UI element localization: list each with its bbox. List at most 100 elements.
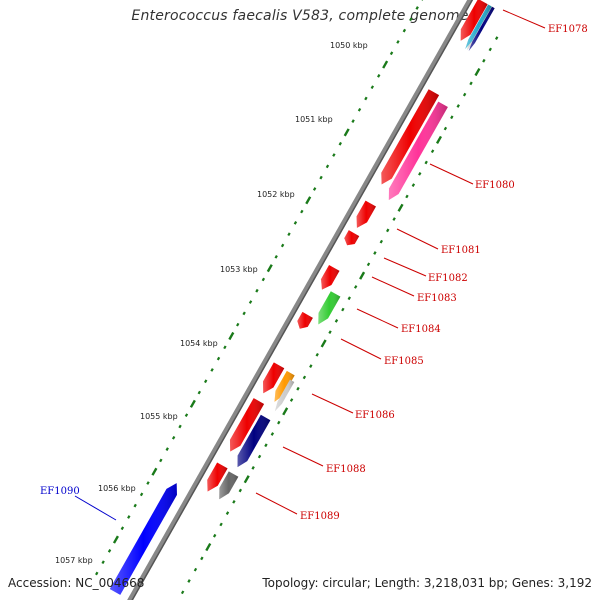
tick-mark [415, 6, 419, 10]
gene-arrow-ef1090-shading [109, 483, 177, 595]
tick-mark [287, 232, 291, 237]
tick-layer [95, 0, 499, 595]
tick-mark [320, 339, 327, 348]
leader-line [311, 393, 354, 414]
gene-label-ef1084[interactable]: EF1084 [401, 324, 441, 335]
gene-arrow-ef1080-b-shading [388, 101, 448, 200]
tick-mark [219, 522, 223, 527]
gene-label-ef1090[interactable]: EF1090 [40, 486, 80, 497]
tick-mark [197, 390, 201, 395]
gene-arrow-ef1088-shading [229, 398, 265, 452]
tick-mark [225, 511, 230, 515]
tick-mark [266, 264, 273, 273]
tick-mark [474, 67, 481, 77]
gene-label-ef1082[interactable]: EF1082 [428, 273, 468, 284]
tick-mark [488, 47, 492, 52]
backbone-shadow [131, 0, 474, 600]
leader-line [356, 308, 399, 329]
gene-arrow-ef1084-shading [318, 291, 341, 325]
tick-mark [165, 447, 169, 451]
backbone-layer [127, 0, 474, 600]
tick-mark [351, 119, 355, 123]
tick-mark [386, 228, 390, 233]
gene-arrow-ef1086-c-shading [274, 379, 295, 412]
tick-mark [332, 153, 336, 157]
tick-mark [396, 40, 400, 44]
tick-mark [366, 262, 371, 267]
tick-mark [151, 467, 158, 476]
tick-mark [397, 203, 404, 212]
tick-mark [353, 285, 358, 289]
tick-mark [462, 92, 467, 97]
tick-mark [315, 352, 319, 357]
tick-mark [261, 277, 266, 282]
tick-mark [251, 466, 255, 470]
gene-label-ef1085[interactable]: EF1085 [384, 356, 424, 367]
tick-mark [184, 413, 189, 418]
tick-mark [357, 107, 362, 112]
scale-label: 1054 kbp [180, 339, 218, 348]
gene-label-ef1086[interactable]: EF1086 [355, 410, 395, 421]
tick-mark [328, 330, 332, 335]
tick-mark [187, 579, 191, 583]
leader-line [383, 257, 427, 277]
tick-mark [139, 492, 144, 497]
accession-text: Accession: NC_004668 [8, 576, 145, 590]
tick-mark [127, 515, 131, 519]
scale-label: 1055 kbp [140, 412, 178, 421]
tick-mark [409, 17, 413, 22]
gene-label-ef1078[interactable]: EF1078 [548, 24, 588, 35]
gene-label-ef1080[interactable]: EF1080 [475, 180, 515, 191]
gene-arrow-ef1082-shading [344, 230, 360, 246]
leader-line [371, 276, 415, 297]
gene-arrow-ef1083-shading [321, 264, 340, 290]
tick-mark [280, 243, 285, 248]
tick-mark [424, 160, 428, 165]
tick-mark [289, 398, 294, 402]
tick-mark [347, 296, 351, 301]
feature-layer [109, 0, 495, 595]
tick-mark [430, 149, 435, 154]
scale-label: 1050 kbp [330, 41, 368, 50]
genome-summary-text: Topology: circular; Length: 3,218,031 bp… [262, 576, 592, 590]
gene-arrow-ef1078-d-shading [468, 6, 495, 51]
gene-arrow-ef1088-b-shading [237, 414, 271, 468]
tick-mark [319, 175, 323, 180]
tick-mark [293, 221, 298, 225]
tick-mark [435, 135, 443, 144]
tick-mark [216, 356, 221, 361]
tick-mark [418, 171, 422, 176]
tick-mark [309, 364, 313, 368]
gene-arrow-ef1081-shading [356, 200, 376, 228]
tick-mark [305, 196, 312, 205]
tick-mark [494, 36, 499, 40]
tick-mark [343, 128, 350, 137]
tick-mark [243, 475, 250, 484]
tick-mark [450, 115, 454, 120]
gene-label-ef1088[interactable]: EF1088 [326, 464, 366, 475]
tick-mark [228, 331, 235, 341]
gene-label-ef1089[interactable]: EF1089 [300, 511, 340, 522]
tick-mark [193, 567, 198, 572]
tick-mark [159, 458, 163, 463]
tick-mark [274, 254, 278, 259]
tick-mark [236, 322, 240, 327]
tick-mark [338, 141, 342, 146]
leader-line [502, 9, 546, 29]
gene-arrow-ef1089-b-shading [219, 471, 239, 500]
tick-mark [107, 549, 112, 553]
gene-label-ef1081[interactable]: EF1081 [441, 245, 481, 256]
label-layer: 1050 kbp 1051 kbp 1052 kbp 1053 kbp 1054 kbp… [40, 9, 588, 565]
tick-mark [95, 571, 99, 576]
tick-mark [200, 556, 204, 561]
gene-label-ef1083[interactable]: EF1083 [417, 293, 457, 304]
tick-mark [402, 28, 407, 33]
tick-mark [205, 542, 212, 552]
tick-mark [373, 251, 377, 255]
scale-label: 1057 kbp [55, 556, 93, 565]
tick-mark [296, 386, 300, 391]
tick-mark [146, 481, 150, 485]
tick-mark [171, 435, 176, 440]
leader-line [255, 492, 298, 515]
